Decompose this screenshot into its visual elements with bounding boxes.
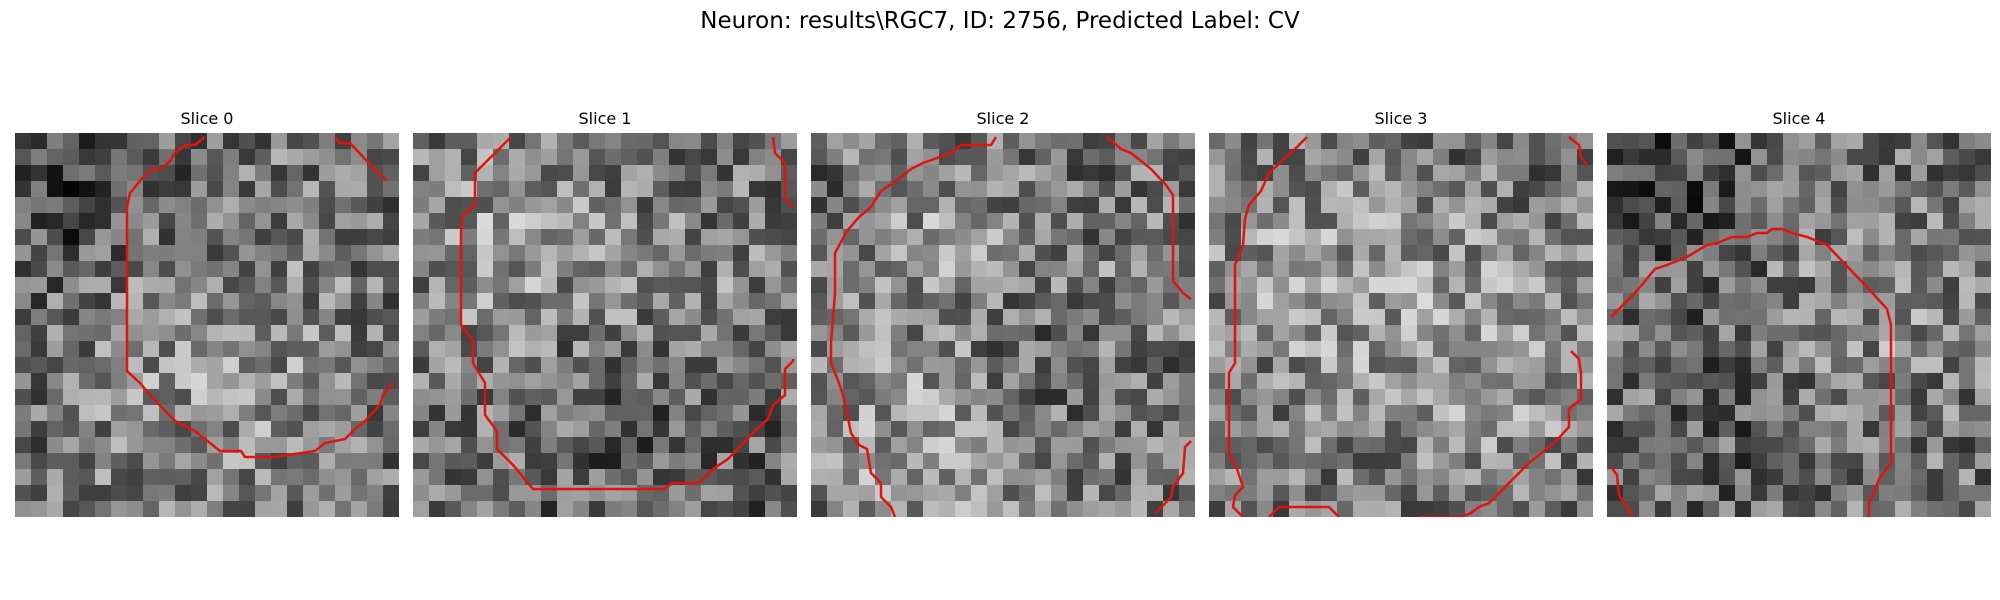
slice-panel-1: Slice 1 bbox=[413, 108, 797, 517]
contour-outline-3d bbox=[1568, 136, 1588, 166]
figure-title: Neuron: results\RGC7, ID: 2756, Predicte… bbox=[700, 8, 1300, 34]
contour-outline-3b bbox=[1416, 350, 1583, 517]
slice-panel-3: Slice 3 bbox=[1209, 108, 1593, 517]
slice-image-1 bbox=[413, 133, 797, 517]
contour-outline-3 bbox=[1227, 136, 1308, 517]
slice-panel-0: Slice 0 bbox=[15, 108, 399, 517]
contour-outline-3c bbox=[1268, 505, 1340, 517]
pixel-grid-2 bbox=[811, 133, 1195, 517]
slice-image-2 bbox=[811, 133, 1195, 517]
slice-title-2: Slice 2 bbox=[976, 109, 1030, 128]
contour-outline-4 bbox=[1610, 227, 1893, 517]
contour-outline-1b bbox=[771, 136, 794, 208]
slice-image-3 bbox=[1209, 133, 1593, 517]
contour-outline-2b bbox=[1106, 136, 1192, 300]
slice-title-0: Slice 0 bbox=[180, 109, 234, 128]
contour-outline-4b bbox=[1610, 466, 1635, 517]
contour-outline-1 bbox=[459, 136, 795, 491]
slice-image-0 bbox=[15, 133, 399, 517]
slice-image-4 bbox=[1607, 133, 1991, 517]
slice-panel-4: Slice 4 bbox=[1607, 108, 1991, 517]
contour-outline-2 bbox=[829, 136, 998, 517]
pixel-grid-0 bbox=[15, 133, 399, 517]
slice-title-4: Slice 4 bbox=[1772, 109, 1826, 128]
pixel-grid-3 bbox=[1209, 133, 1593, 517]
pixel-grid-4 bbox=[1607, 133, 1991, 517]
slice-title-3: Slice 3 bbox=[1374, 109, 1428, 128]
contour-outline-0 bbox=[125, 136, 394, 459]
pixel-grid-1 bbox=[413, 133, 797, 517]
contour-outline-2c bbox=[1155, 440, 1192, 514]
slice-panel-2: Slice 2 bbox=[811, 108, 1195, 517]
contour-outline-0b bbox=[334, 136, 388, 182]
slice-title-1: Slice 1 bbox=[578, 109, 632, 128]
